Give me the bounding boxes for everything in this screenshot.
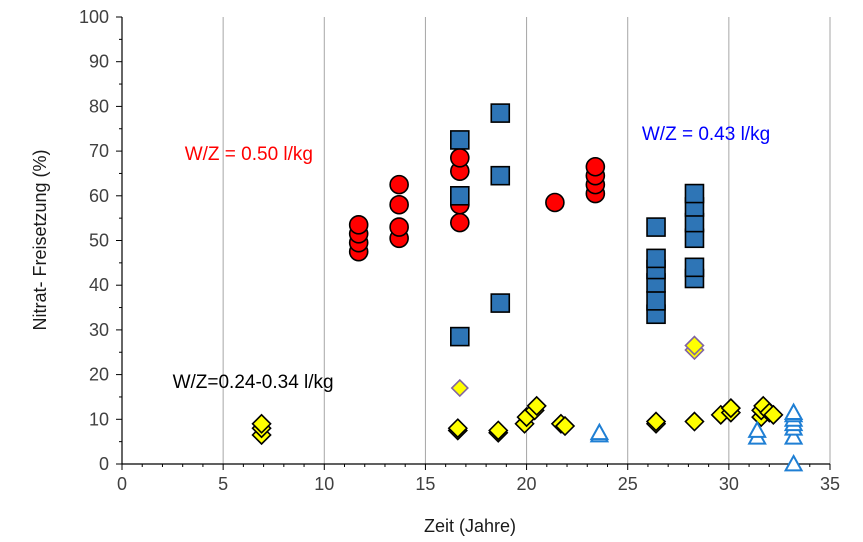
circle-point xyxy=(389,174,409,195)
y-tick-label: 50 xyxy=(89,231,109,251)
circle-point xyxy=(389,194,409,215)
square-point xyxy=(646,248,666,269)
x-tick-label: 25 xyxy=(618,474,638,494)
annotation-label: W/Z = 0.50 l/kg xyxy=(185,144,313,165)
diamond-point xyxy=(720,397,742,419)
y-tick-label: 40 xyxy=(89,275,109,295)
x-tick-label: 35 xyxy=(820,474,840,494)
y-tick-label: 0 xyxy=(99,454,109,474)
diamond-point xyxy=(554,415,576,437)
annotations: W/Z = 0.50 l/kg W/Z = 0.43 l/kg W/Z=0.24-0… xyxy=(173,124,771,393)
annotation-label: W/Z=0.24-0.34 l/kg xyxy=(173,372,334,393)
square-point xyxy=(450,130,470,150)
square-point xyxy=(450,326,470,347)
x-tick-label: 10 xyxy=(314,474,334,494)
grid-lines xyxy=(222,17,831,464)
annotation-label: W/Z = 0.43 l/kg xyxy=(642,124,770,145)
circle-point xyxy=(585,156,606,177)
diamond-point xyxy=(251,413,272,434)
x-tick-label: 0 xyxy=(117,474,127,494)
square-point xyxy=(490,165,511,186)
x-tick-label: 30 xyxy=(719,474,739,494)
circle-point xyxy=(450,148,470,168)
diamond-point xyxy=(684,335,705,356)
triangle-point xyxy=(783,453,804,472)
circle-point xyxy=(545,192,565,213)
diamond-point xyxy=(450,378,469,398)
square-point xyxy=(646,291,666,311)
x-axis-label: Zeit (Jahre) xyxy=(424,516,516,536)
y-axis-label: Nitrat- Freisetzung (%) xyxy=(30,149,50,330)
y-tick-label: 20 xyxy=(89,365,109,385)
diamond-point xyxy=(763,404,784,425)
x-tick-label: 5 xyxy=(218,474,228,494)
y-tick-label: 70 xyxy=(89,141,109,161)
square-point xyxy=(646,217,666,237)
y-tick-label: 80 xyxy=(89,96,109,116)
tick-labels: 0 10 20 30 40 50 60 70 80 90 100 0 5 10 15 20 25 30 35 xyxy=(79,7,840,494)
x-tick-label: 20 xyxy=(517,474,537,494)
y-tick-label: 60 xyxy=(89,186,109,206)
square-point xyxy=(490,293,511,313)
square-point xyxy=(684,183,705,204)
axes xyxy=(116,16,831,470)
square-point xyxy=(490,103,511,123)
triangle-point xyxy=(783,427,804,445)
diamond-point xyxy=(526,395,547,417)
y-tick-label: 30 xyxy=(89,320,109,340)
triangle-point xyxy=(589,422,610,441)
y-tick-label: 90 xyxy=(89,52,109,72)
diamond-point xyxy=(645,411,667,432)
diamond-point xyxy=(488,420,509,441)
y-tick-label: 10 xyxy=(89,409,109,429)
diamond-point xyxy=(684,411,705,432)
data-markers xyxy=(251,103,804,472)
circle-point xyxy=(450,212,470,233)
y-tick-label: 100 xyxy=(79,7,109,27)
triangle-point xyxy=(783,402,804,420)
circle-point xyxy=(348,215,369,235)
square-point xyxy=(684,257,705,278)
circle-point xyxy=(389,217,409,237)
diamond-point xyxy=(447,418,468,439)
square-point xyxy=(450,186,470,206)
x-tick-label: 15 xyxy=(415,474,435,494)
triangle-point xyxy=(747,420,767,438)
